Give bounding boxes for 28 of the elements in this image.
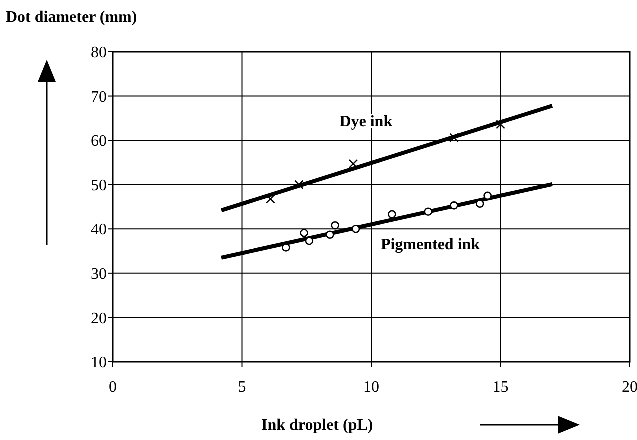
y-tick-label: 30 xyxy=(91,266,107,284)
point xyxy=(424,208,433,216)
y-tick-label: 20 xyxy=(91,310,107,328)
point xyxy=(326,230,334,240)
y-tick-label: 40 xyxy=(91,222,107,239)
x-tick-label: 15 xyxy=(492,379,509,396)
x-axis-title: Ink droplet (pL) xyxy=(262,417,374,434)
point xyxy=(282,244,290,252)
y-tick-label: 70 xyxy=(91,88,107,106)
y-tick-label: 80 xyxy=(91,44,107,62)
point xyxy=(300,228,308,238)
point xyxy=(496,120,506,130)
point xyxy=(352,224,360,234)
y-axis-title: Dot diameter (mm) xyxy=(6,9,138,26)
y-tick-label: 60 xyxy=(91,133,107,150)
x-tick-label: 10 xyxy=(364,379,380,396)
point xyxy=(331,221,340,230)
point xyxy=(388,210,396,219)
point xyxy=(266,194,276,204)
y-tick-label: 10 xyxy=(91,354,107,372)
point xyxy=(450,133,459,143)
y-tick-label: 50 xyxy=(91,177,107,194)
x-tick-label: 5 xyxy=(238,379,246,396)
point xyxy=(294,180,304,190)
point xyxy=(348,159,358,169)
point xyxy=(450,202,458,210)
x-tick-label: 0 xyxy=(109,379,117,396)
series-label: Pigmented ink xyxy=(380,236,480,254)
